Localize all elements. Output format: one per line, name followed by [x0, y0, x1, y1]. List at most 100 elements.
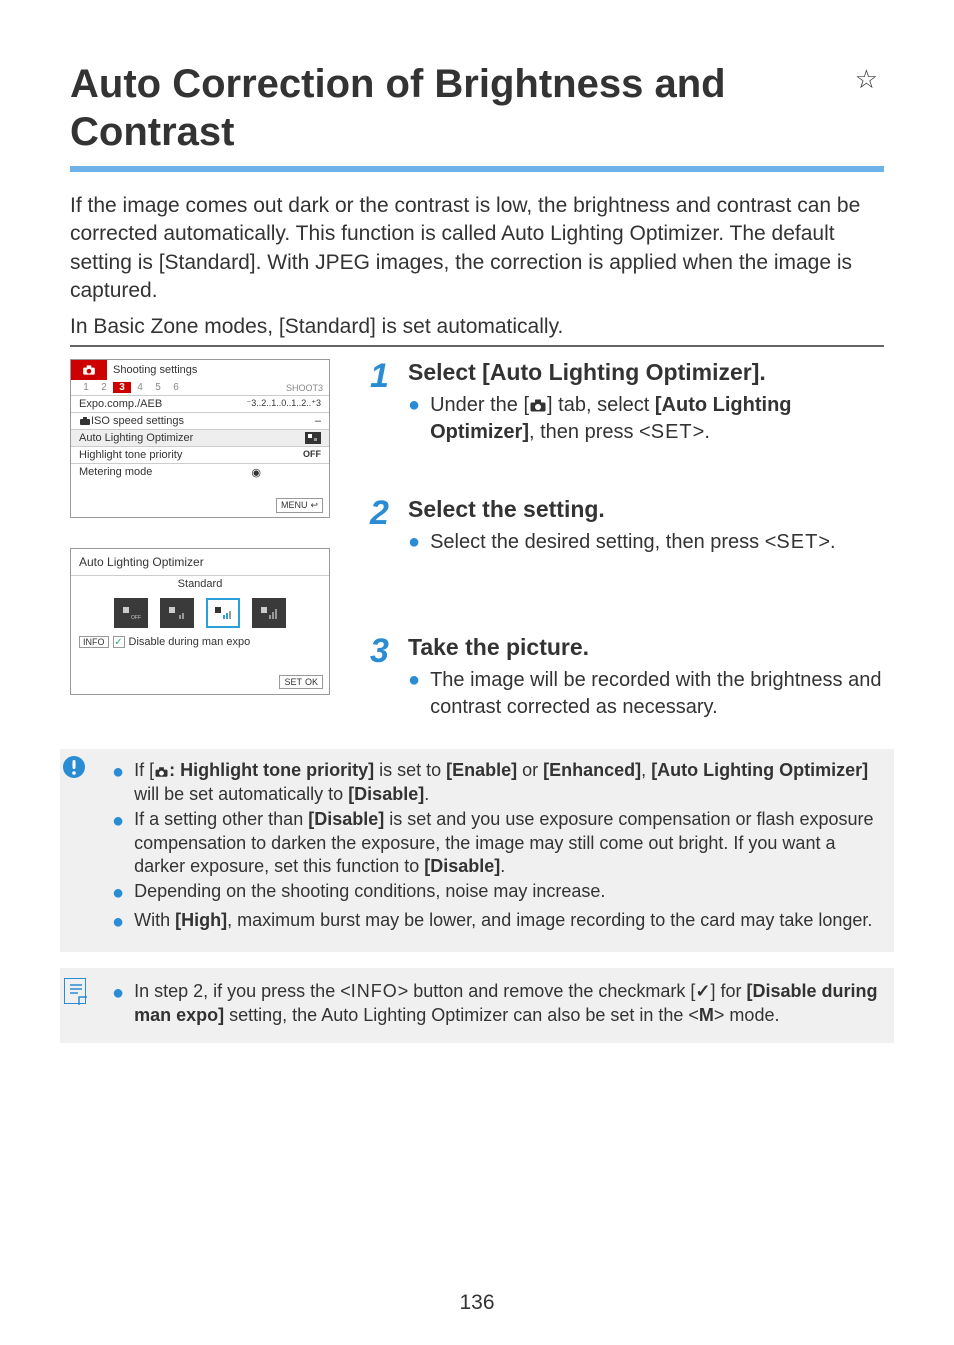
- t: >.: [818, 531, 835, 553]
- step-2: 2 Select the setting. ● Select the desir…: [370, 496, 884, 556]
- bullet-icon: ●: [112, 880, 124, 907]
- warning-text: If [: Highlight tone priority] is set to…: [134, 759, 882, 806]
- tip-text: In step 2, if you press the <INFO> butto…: [134, 980, 882, 1027]
- checkbox-label: Disable during man expo: [129, 636, 251, 648]
- bullet-icon: ●: [408, 392, 420, 446]
- step-title: Select [Auto Lighting Optimizer].: [408, 359, 884, 386]
- camera-icon: [154, 766, 169, 778]
- bullet-icon: ●: [408, 667, 420, 721]
- check-icon: ✓: [695, 981, 710, 1001]
- t: Under the [: [430, 394, 529, 416]
- step-title: Select the setting.: [408, 496, 884, 523]
- tab-2: 2: [95, 382, 113, 393]
- warning-item: ● If a setting other than [Disable] is s…: [112, 808, 882, 878]
- step-body: Take the picture. ● The image will be re…: [408, 634, 884, 721]
- bullet-icon: ●: [112, 808, 124, 878]
- t: In step 2, if you press the <: [134, 981, 351, 1001]
- camera-tab-icon: [71, 360, 107, 380]
- menu-item-htp: Highlight tone priority OFF: [71, 446, 329, 463]
- screen1-header: Shooting settings: [71, 360, 329, 380]
- t: M: [699, 1005, 714, 1025]
- step-number: 1: [370, 359, 400, 446]
- metering-icon: ◉: [251, 466, 261, 479]
- step-body: Select [Auto Lighting Optimizer]. ● Unde…: [408, 359, 884, 446]
- svg-text:OFF: OFF: [131, 615, 141, 621]
- tab-6: 6: [167, 382, 185, 393]
- screen2-subtitle: Standard: [71, 575, 329, 598]
- bullet-icon: ●: [408, 529, 420, 556]
- step-bullet: ● Select the desired setting, then press…: [408, 529, 884, 556]
- set-label: SET: [284, 677, 302, 687]
- bullet-text: The image will be recorded with the brig…: [430, 667, 884, 721]
- warning-item: ● Depending on the shooting conditions, …: [112, 880, 882, 907]
- step-body: Select the setting. ● Select the desired…: [408, 496, 884, 556]
- option-off: OFF: [114, 598, 148, 628]
- menu-item-metering: Metering mode ◉: [71, 463, 329, 481]
- menu-screenshot-2: Auto Lighting Optimizer Standard OFF INF…: [70, 548, 330, 695]
- star-icon: ☆: [855, 64, 878, 95]
- menu-label-text: ISO speed settings: [91, 415, 184, 427]
- step-title: Take the picture.: [408, 634, 884, 661]
- warning-list: ● If [: Highlight tone priority] is set …: [112, 759, 882, 936]
- option-low: [160, 598, 194, 628]
- basic-zone-text: In Basic Zone modes, [Standard] is set a…: [70, 315, 884, 339]
- t: INFO: [351, 981, 398, 1001]
- warning-text: If a setting other than [Disable] is set…: [134, 808, 882, 878]
- tab-numbers-row: 1 2 3 4 5 6 SHOOT3: [71, 380, 329, 395]
- step-number: 3: [370, 634, 400, 721]
- bullet-icon: ●: [112, 980, 124, 1027]
- menu-label: Metering mode: [79, 466, 152, 479]
- warning-text: Depending on the shooting conditions, no…: [134, 880, 605, 907]
- page-title: Auto Correction of Brightness and Contra…: [70, 60, 884, 156]
- step-bullet: ● Under the [] tab, select [Auto Lightin…: [408, 392, 884, 446]
- tip-list: ● In step 2, if you press the <INFO> but…: [112, 980, 882, 1027]
- warning-item: ● With [High], maximum burst may be lowe…: [112, 909, 882, 936]
- t: If [: [134, 760, 154, 780]
- t: , then press <: [529, 421, 651, 443]
- camera-icon: [529, 398, 547, 413]
- tab-1: 1: [77, 382, 95, 393]
- warning-text: With [High], maximum burst may be lower,…: [134, 909, 872, 936]
- t: >.: [693, 421, 710, 443]
- warning-box: ● If [: Highlight tone priority] is set …: [60, 749, 894, 952]
- step-bullet: ● The image will be recorded with the br…: [408, 667, 884, 721]
- intro-underline: [70, 345, 884, 347]
- info-badge: INFO: [79, 636, 109, 648]
- info-row: INFO ✓ Disable during man expo: [71, 636, 329, 652]
- page-number: 136: [0, 1291, 954, 1315]
- menu-button-label: MENU: [281, 500, 308, 510]
- bullet-icon: ●: [112, 759, 124, 806]
- bullet-text: Select the desired setting, then press <…: [430, 529, 835, 556]
- t: SET: [776, 531, 818, 553]
- steps-column: 1 Select [Auto Lighting Optimizer]. ● Un…: [370, 359, 884, 749]
- t: > mode.: [714, 1005, 780, 1025]
- menu-label: Auto Lighting Optimizer: [79, 432, 193, 444]
- step-number: 2: [370, 496, 400, 556]
- menu-label: Highlight tone priority: [79, 449, 182, 461]
- set-ok-button: SET OK: [279, 675, 323, 689]
- menu-item-alo: Auto Lighting Optimizer: [71, 429, 329, 446]
- menu-item-iso: ISO speed settings –: [71, 412, 329, 429]
- intro-body: If the image comes out dark or the contr…: [70, 194, 860, 302]
- screen2-footer: SET OK: [71, 652, 329, 694]
- bullet-icon: ●: [112, 909, 124, 936]
- menu-item-expo: Expo.comp./AEB ⁻3..2..1..0..1..2..⁺3: [71, 395, 329, 412]
- tab-5: 5: [149, 382, 167, 393]
- t: setting, the Auto Lighting Optimizer can…: [224, 1005, 699, 1025]
- screen1-header-label: Shooting settings: [107, 364, 197, 376]
- camera-icon: [79, 416, 91, 426]
- steps-area: Shooting settings 1 2 3 4 5 6 SHOOT3 Exp…: [70, 359, 884, 749]
- screens-column: Shooting settings 1 2 3 4 5 6 SHOOT3 Exp…: [70, 359, 340, 749]
- t: : Highlight tone priority]: [169, 760, 374, 780]
- menu-value: –: [315, 415, 321, 427]
- option-row: OFF: [71, 598, 329, 636]
- option-std: [206, 598, 240, 628]
- checkbox-icon: ✓: [113, 636, 125, 648]
- alo-icon: [305, 432, 321, 444]
- menu-value: ⁻3..2..1..0..1..2..⁺3: [246, 398, 321, 410]
- t: SET: [651, 421, 693, 443]
- ok-label: OK: [305, 677, 318, 687]
- menu-value: OFF: [303, 449, 321, 461]
- t: Select the desired setting, then press <: [430, 531, 776, 553]
- step-1: 1 Select [Auto Lighting Optimizer]. ● Un…: [370, 359, 884, 446]
